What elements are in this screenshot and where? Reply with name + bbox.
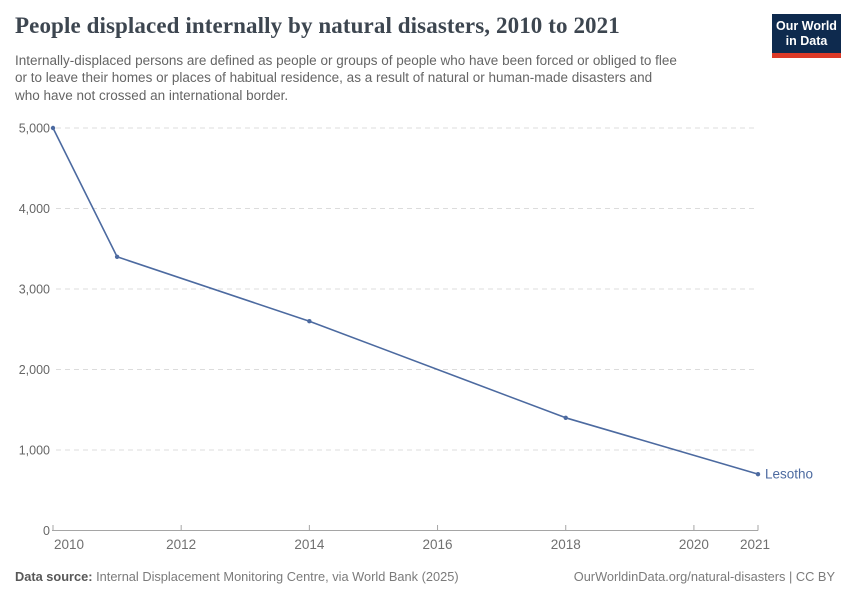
subtitle-line: who have not crossed an international bo… — [15, 87, 289, 103]
data-source: Data source: Internal Displacement Monit… — [15, 569, 459, 584]
y-tick-label: 5,000 — [19, 122, 50, 136]
x-tick-label: 2014 — [294, 537, 325, 552]
data-point[interactable] — [50, 125, 56, 131]
x-tick-label: 2018 — [551, 537, 581, 552]
y-tick-label: 1,000 — [19, 444, 50, 458]
y-tick-label: 3,000 — [19, 283, 50, 297]
chart-subtitle: Internally-displaced persons are defined… — [15, 52, 760, 104]
x-tick-label: 2012 — [166, 537, 196, 552]
data-source-text: Internal Displacement Monitoring Centre,… — [92, 569, 459, 584]
data-point[interactable] — [307, 319, 312, 324]
x-tick-label: 2016 — [423, 537, 453, 552]
owid-logo-box: Our World in Data — [772, 14, 841, 53]
y-tick-label: 2,000 — [19, 363, 50, 377]
owid-logo-stripe — [772, 53, 841, 58]
x-tick-label: 2020 — [679, 537, 709, 552]
data-point[interactable] — [755, 471, 761, 477]
owid-logo[interactable]: Our World in Data — [772, 14, 841, 58]
chart-title: People displaced internally by natural d… — [15, 13, 620, 38]
subtitle-line: Internally-displaced persons are defined… — [15, 53, 677, 68]
data-point[interactable] — [563, 415, 568, 420]
data-point[interactable] — [114, 254, 120, 259]
chart-footer: Data source: Internal Displacement Monit… — [15, 569, 835, 584]
y-tick-label: 4,000 — [19, 202, 50, 216]
owid-logo-line1: Our World — [776, 19, 837, 33]
owid-link[interactable]: OurWorldinData.org/natural-disasters | C… — [573, 569, 835, 584]
x-tick-label: 2010 — [54, 537, 84, 552]
subtitle-line: or to leave their homes or places of hab… — [15, 70, 653, 86]
y-tick-label: 0 — [43, 524, 50, 538]
owid-logo-line2: in Data — [785, 34, 828, 48]
plot-area[interactable] — [53, 113, 758, 531]
x-tick-label: 2021 — [740, 537, 770, 552]
entity-label[interactable]: Lesotho — [765, 467, 813, 482]
data-source-label: Data source: — [15, 569, 93, 584]
